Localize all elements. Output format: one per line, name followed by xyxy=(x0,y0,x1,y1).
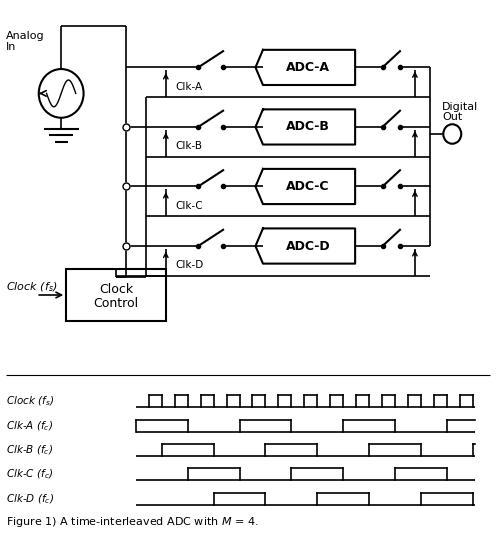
Text: In: In xyxy=(7,42,17,52)
Text: ADC-B: ADC-B xyxy=(286,120,330,133)
Text: Digital: Digital xyxy=(442,102,478,112)
Text: Clock ($f_s$): Clock ($f_s$) xyxy=(7,280,58,294)
Text: Clk-C: Clk-C xyxy=(176,201,203,211)
Text: Clk-C ($f_c$): Clk-C ($f_c$) xyxy=(7,468,54,481)
Text: Clock: Clock xyxy=(99,283,133,296)
Text: ADC-D: ADC-D xyxy=(286,239,330,252)
Polygon shape xyxy=(256,50,355,85)
Text: Clk-D ($f_c$): Clk-D ($f_c$) xyxy=(7,492,55,505)
Text: Clk-A ($f_c$): Clk-A ($f_c$) xyxy=(7,419,54,432)
FancyBboxPatch shape xyxy=(66,269,166,321)
Text: Clk-D: Clk-D xyxy=(176,261,204,270)
Text: ADC-C: ADC-C xyxy=(286,180,330,193)
Text: Figure 1) A time-interleaved ADC with $M$ = 4.: Figure 1) A time-interleaved ADC with $M… xyxy=(7,515,259,529)
Text: Clk-A: Clk-A xyxy=(176,82,203,92)
Polygon shape xyxy=(256,109,355,145)
Text: Control: Control xyxy=(93,296,139,310)
Text: Clk-B ($f_c$): Clk-B ($f_c$) xyxy=(7,443,54,457)
Polygon shape xyxy=(256,228,355,264)
Text: ADC-A: ADC-A xyxy=(286,61,330,74)
Polygon shape xyxy=(256,169,355,204)
Text: Clk-B: Clk-B xyxy=(176,141,203,151)
Text: Out: Out xyxy=(442,113,462,122)
Text: Clock ($f_s$): Clock ($f_s$) xyxy=(7,394,55,408)
Text: Analog: Analog xyxy=(7,31,45,41)
